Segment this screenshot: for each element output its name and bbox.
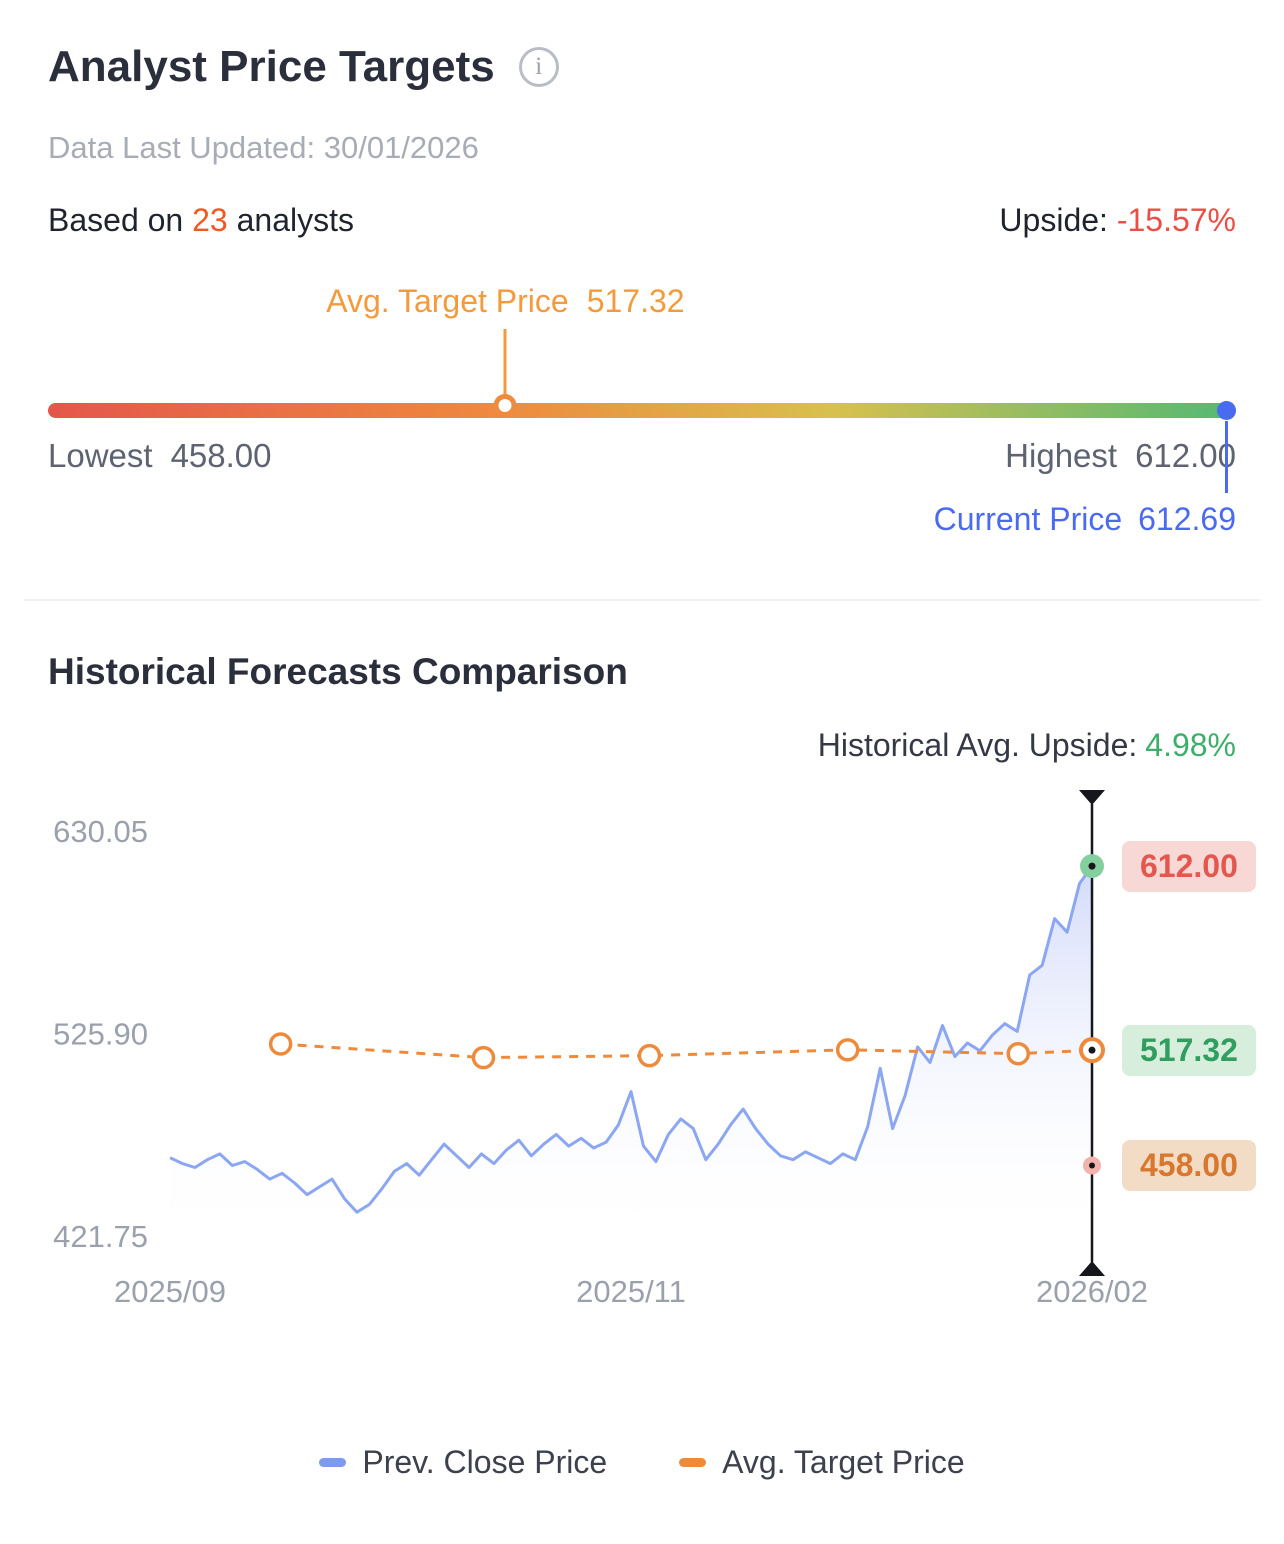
avg-target-marker [637,1043,662,1068]
avg-target-price-text: Avg. Target Price [326,283,569,319]
avg-target-marker [493,394,517,417]
historical-upside-label: Historical Avg. Upside: [817,727,1138,763]
info-icon[interactable]: i [518,47,559,87]
highest-label: Highest [1005,437,1118,474]
avg-target-price-label: Avg. Target Price 517.32 [326,283,684,320]
highest-price: Highest 612.00 [1005,437,1236,475]
upside: Upside: -15.57% [999,202,1236,239]
highest-value: 612.00 [1135,437,1236,474]
low-price-marker-dot [1089,1162,1095,1169]
upside-value: -15.57% [1116,202,1236,238]
legend-item-avg-target[interactable]: Avg. Target Price [679,1444,965,1481]
meta-row: Based on 23 analysts Upside: -15.57% [0,166,1284,239]
avg-target-pointer-line [503,329,507,405]
page-title: Analyst Price Targets [48,42,495,91]
header: Analyst Price Targets i [0,0,1284,92]
lowest-price: Lowest 458.00 [48,437,272,475]
avg-target-marker [1006,1041,1030,1066]
y-axis-tick: 525.90 [53,1017,148,1052]
current-price: Current Price 612.69 [934,501,1236,538]
lowest-value: 458.00 [170,437,272,474]
price-range-gradient-bar [48,403,1236,418]
y-axis-tick: 630.05 [53,814,148,849]
avg-target-price-value: 517.32 [586,283,685,319]
historical-section-title: Historical Forecasts Comparison [48,651,628,692]
close-price-dash-icon [319,1458,347,1467]
price-target-bar-section: Avg. Target Price 517.32 Lowest 458.00 Hig… [48,269,1236,569]
section-divider [24,599,1260,601]
price-tag-high: 612.00 [1122,840,1256,892]
x-axis-tick: 2025/09 [114,1274,226,1309]
range-row: Lowest 458.00 Highest 612.00 [48,437,1236,475]
current-price-label: Current Price [933,501,1123,537]
legend-avg-target-label: Avg. Target Price [722,1444,965,1480]
y-axis-tick: 421.75 [53,1219,148,1254]
last-updated: Data Last Updated: 30/01/2026 [48,130,479,165]
legend-item-close-price[interactable]: Prev. Close Price [319,1444,607,1481]
current-price-dot [1217,401,1236,420]
historical-forecast-chart: 630.05 525.90 421.75 2025/09 2025/11 2026/02 … [0,786,1284,1326]
analyst-count-value: 23 [192,202,228,238]
price-tag-avg: 517.32 [1122,1024,1256,1076]
analyst-count-prefix: Based on [48,202,193,238]
avg-target-line [280,1042,1093,1060]
x-axis-tick: 2026/02 [1036,1274,1148,1309]
avg-price-marker-dot [1088,1046,1096,1054]
avg-target-marker [268,1032,293,1056]
lowest-label: Lowest [48,437,153,474]
close-price-area [170,866,1092,1248]
analyst-count: Based on 23 analysts [48,202,354,239]
high-price-marker-dot [1088,862,1096,870]
x-axis-tick: 2025/11 [576,1274,686,1309]
current-price-pointer-line [1225,421,1228,493]
price-tag-low: 458.00 [1122,1140,1256,1192]
chart-svg: 630.05 525.90 421.75 2025/09 2025/11 2026/02 [53,790,1148,1309]
top-triangle-icon [1079,790,1105,805]
historical-upside-value: 4.98% [1145,727,1236,763]
historical-avg-upside: Historical Avg. Upside: 4.98% [0,727,1284,764]
chart-legend: Prev. Close Price Avg. Target Price [0,1444,1284,1481]
current-price-value: 612.69 [1138,501,1236,537]
upside-label: Upside: [999,202,1117,238]
analyst-count-suffix: analysts [227,202,354,238]
legend-close-price-label: Prev. Close Price [362,1444,608,1480]
bottom-triangle-icon [1079,1261,1105,1276]
avg-target-marker [471,1045,496,1070]
avg-target-dash-icon [679,1458,707,1467]
avg-target-marker [835,1038,860,1062]
close-price-line [169,865,1094,1214]
